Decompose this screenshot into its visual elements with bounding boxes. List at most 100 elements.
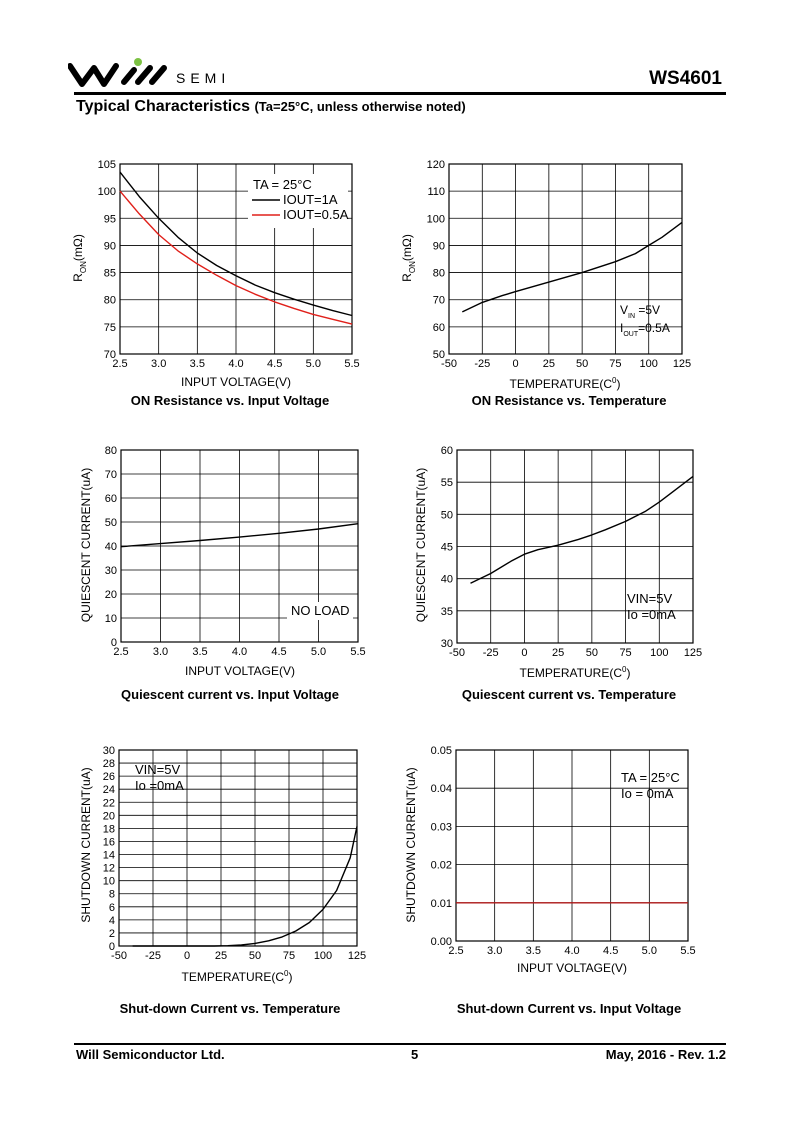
x-axis-label-close: ) — [288, 970, 292, 984]
y-tick-label: 85 — [104, 268, 116, 280]
annotation: Io =0mA — [627, 607, 676, 622]
y-tick-label: 75 — [104, 322, 116, 334]
brand-name: SEMI — [176, 70, 231, 86]
plot-frame — [119, 163, 353, 355]
y-tick-label: 16 — [103, 836, 115, 848]
y-axis-label-sub: ON — [79, 261, 88, 273]
chart-title: ON Resistance vs. Input Voltage — [130, 393, 330, 408]
y-tick-label: 50 — [105, 517, 117, 529]
chart-title: Shut-down Current vs. Temperature — [119, 1001, 341, 1016]
annotation: VIN=5V — [135, 762, 180, 777]
x-tick-label: 3.5 — [190, 358, 205, 370]
y-axis-label-base: R — [400, 273, 414, 282]
y-tick-label: 60 — [441, 445, 453, 457]
annotation-base: I — [620, 321, 623, 335]
y-tick-label: 70 — [105, 469, 117, 481]
x-tick-label: 4.0 — [228, 358, 243, 370]
plot-frame — [448, 163, 683, 355]
y-tick-label: 6 — [109, 902, 115, 914]
y-tick-label: 100 — [98, 186, 116, 198]
x-axis-label: INPUT VOLTAGE(V) — [517, 961, 627, 975]
y-tick-label: 28 — [103, 758, 115, 770]
y-tick-label: 55 — [441, 477, 453, 489]
x-axis-label: TEMPERATURE(C0) — [510, 376, 621, 391]
chart-title: ON Resistance vs. Temperature — [471, 393, 667, 408]
y-tick-label: 10 — [103, 876, 115, 888]
y-tick-label: 80 — [433, 268, 445, 280]
x-axis-label: INPUT VOLTAGE(V) — [181, 375, 291, 389]
y-tick-label: 40 — [441, 574, 453, 586]
x-tick-label: -25 — [474, 358, 490, 370]
x-axis-label-close: ) — [616, 377, 620, 391]
x-tick-label: 3.0 — [487, 945, 502, 957]
x-tick-label: 2.5 — [448, 945, 463, 957]
annotation: Io =0mA — [135, 778, 184, 793]
x-tick-label: 0 — [513, 358, 519, 370]
x-tick-label: 3.5 — [526, 945, 541, 957]
x-tick-label: 5.5 — [350, 646, 365, 658]
annotation: VIN =5V — [620, 303, 660, 320]
series-line — [461, 221, 683, 313]
x-tick-label: 50 — [249, 950, 261, 962]
annotation-bg — [287, 602, 353, 620]
y-tick-label: 30 — [441, 638, 453, 650]
annotation-sub: IN — [628, 313, 635, 320]
y-tick-label: 70 — [104, 349, 116, 361]
y-tick-label: 0.01 — [431, 898, 452, 910]
y-tick-label: 80 — [104, 295, 116, 307]
company-logo — [68, 58, 167, 87]
y-tick-label: 20 — [105, 589, 117, 601]
chart-title: Shut-down Current vs. Input Voltage — [456, 1001, 682, 1016]
x-axis-label-close: ) — [626, 666, 630, 680]
x-tick-label: 75 — [609, 358, 621, 370]
y-tick-label: 50 — [433, 349, 445, 361]
x-tick-label: 4.5 — [271, 646, 286, 658]
y-tick-label: 0.02 — [431, 860, 452, 872]
footer-rule — [74, 1043, 726, 1045]
y-tick-label: 10 — [105, 613, 117, 625]
y-tick-label: 60 — [105, 493, 117, 505]
y-axis-label-sub: ON — [408, 261, 417, 273]
chart-title: Quiescent current vs. Temperature — [461, 687, 677, 702]
x-tick-label: 25 — [215, 950, 227, 962]
series-line — [120, 523, 359, 548]
x-tick-label: -50 — [441, 358, 457, 370]
x-tick-label: 5.0 — [642, 945, 657, 957]
y-tick-label: 24 — [103, 784, 115, 796]
x-tick-label: 5.0 — [311, 646, 326, 658]
y-tick-label: 45 — [441, 542, 453, 554]
y-tick-label: 8 — [109, 889, 115, 901]
y-tick-label: 26 — [103, 771, 115, 783]
y-tick-label: 70 — [433, 295, 445, 307]
y-tick-label: 0.04 — [431, 783, 452, 795]
series-line — [132, 826, 358, 947]
page-number: 5 — [411, 1047, 419, 1062]
y-tick-label: 105 — [98, 159, 116, 171]
y-tick-label: 30 — [105, 565, 117, 577]
series-line — [119, 171, 353, 317]
y-tick-label: 2 — [109, 928, 115, 940]
y-tick-label: 4 — [109, 915, 115, 927]
y-tick-label: 60 — [433, 322, 445, 334]
x-axis-label-sup: 0 — [612, 376, 617, 385]
x-axis-label-sup: 0 — [622, 665, 627, 674]
chart-title: Quiescent current vs. Input Voltage — [121, 687, 339, 702]
x-tick-label: 3.5 — [192, 646, 207, 658]
y-tick-label: 80 — [105, 445, 117, 457]
x-tick-label: 50 — [576, 358, 588, 370]
x-tick-label: 125 — [673, 358, 691, 370]
annotation-rest: =5V — [635, 303, 660, 317]
footer-company: Will Semiconductor Ltd. — [76, 1047, 225, 1062]
x-tick-label: 3.0 — [151, 358, 166, 370]
x-tick-label: 4.0 — [232, 646, 247, 658]
y-axis-label-base: R — [71, 273, 85, 282]
y-tick-label: 0.05 — [431, 745, 452, 757]
y-tick-label: 100 — [427, 213, 445, 225]
y-axis-label: QUIESCENT CURRENT(uA) — [79, 468, 93, 622]
section-title-text: Typical Characteristics — [76, 98, 251, 115]
annotation-base: V — [620, 303, 628, 317]
x-axis-label: TEMPERATURE(C0) — [182, 969, 293, 984]
annotation: TA = 25°C — [621, 770, 680, 785]
x-tick-label: 125 — [348, 950, 366, 962]
